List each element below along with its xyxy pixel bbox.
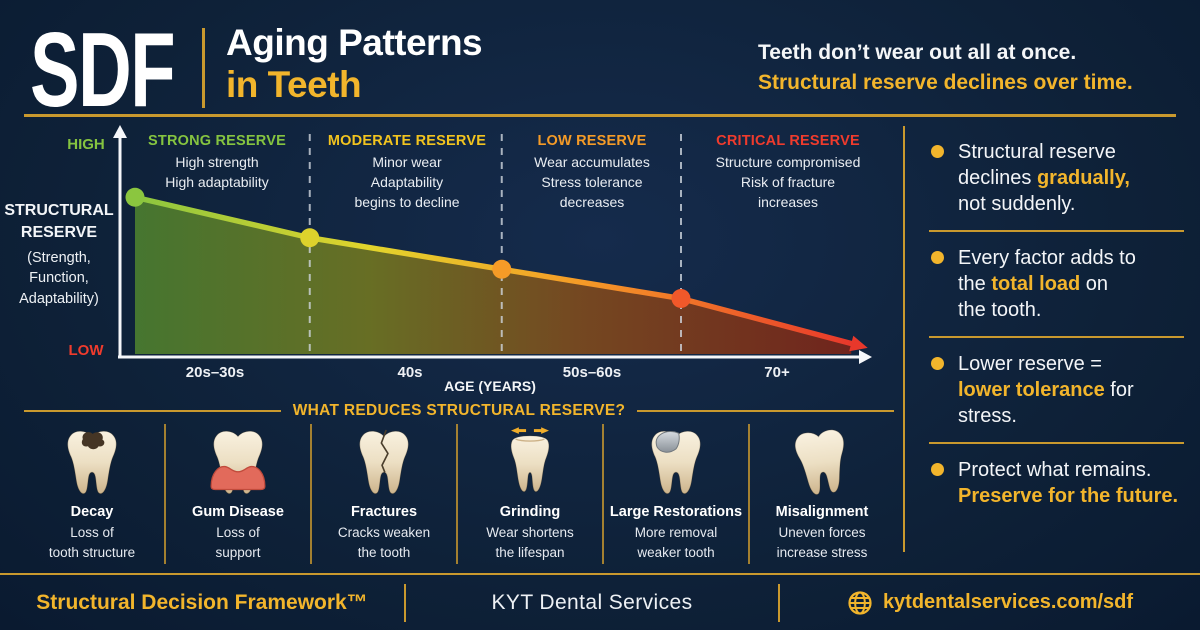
bullet-dot-icon [931,251,944,264]
zone-desc: Wear accumulates Stress tolerance decrea… [534,154,650,210]
factor-decay: Decay Loss of tooth structure [20,424,164,564]
factor-name: Fractures [350,504,418,520]
factor-name: Gum Disease [192,504,284,520]
factor-desc: Cracks weaken the tooth [337,525,431,561]
x-tick-40s: 40s [397,364,423,381]
reserve-chart: STRONG RESERVE High strength High adapta… [0,120,905,400]
zone-critical-reserve: CRITICAL RESERVE Structure compromised R… [690,133,886,213]
footer-divider [778,583,780,622]
zone-desc: Minor wear Adaptability begins to declin… [354,154,460,210]
sidebar-bullet: Protect what remains. Preserve for the f… [929,442,1184,522]
header-rule [24,114,1176,117]
title-line-2: in Teeth [226,63,362,105]
factor-grid: Decay Loss of tooth structure Gum Diseas… [20,424,894,564]
bullet-dot-icon [931,357,944,370]
factor-name: Decay [70,504,114,520]
heading-rule-left [24,410,281,412]
factor-desc: Wear shortens the lifespan [486,525,574,561]
y-axis-note: (Strength, Function, Adaptability) [19,250,99,307]
footer-brand-section: Structural Decision Framework™ [0,591,404,615]
zone-desc: High strength High adaptability [165,154,269,190]
logo-divider [202,28,205,108]
bullet-text: Every factor adds to the total load on t… [958,247,1136,321]
bullet-dot-icon [931,463,944,476]
heading-rule-right [637,410,895,412]
x-axis-title: AGE (YEARS) [444,378,536,394]
restored-tooth-icon [651,430,701,495]
footer-divider [404,583,406,622]
zone-title: CRITICAL RESERVE [716,133,860,149]
zone-moderate-reserve: MODERATE RESERVE Minor wear Adaptability… [312,133,502,213]
bullet-text: Structural reserve declines gradually, n… [958,141,1130,215]
tagline: Teeth don’t wear out all at once. Struct… [758,38,1133,99]
factor-name: Large Restorations [609,504,743,520]
decay-tooth-icon [67,430,117,495]
title-line-1: Aging Patterns [226,22,483,63]
x-tick-70plus: 70+ [764,364,790,381]
factor-large-restorations: Large Restorations More removal weaker t… [602,424,748,564]
factor-name: Misalignment [775,504,869,520]
website-url-link[interactable]: kytdentalservices.com/sdf [882,591,1134,613]
zone-title: MODERATE RESERVE [327,133,487,149]
factors-heading-row: WHAT REDUCES STRUCTURAL RESERVE? [24,400,895,422]
sidebar-bullet: Structural reserve declines gradually, n… [929,126,1184,230]
gum-disease-tooth-icon [210,430,266,495]
cracked-tooth-icon [359,429,409,495]
grinding-tooth-icon [510,427,550,493]
sidebar-bullet: Lower reserve = lower tolerance for stre… [929,336,1184,442]
tagline-line-1: Teeth don’t wear out all at once. [758,41,1077,64]
zone-low-reserve: LOW RESERVE Wear accumulates Stress tole… [497,133,687,213]
factor-desc: More removal weaker tooth [634,525,718,561]
framework-brand: Structural Decision Framework™ [36,590,368,614]
footer-url-section: kytdentalservices.com/sdf [780,590,1200,616]
zone-desc: Structure compromised Risk of fracture i… [715,154,861,210]
y-axis-high-label: HIGH [67,136,105,153]
zone-strong-reserve: STRONG RESERVE High strength High adapta… [122,133,312,193]
zone-title: LOW RESERVE [537,133,647,149]
misaligned-tooth-icon [793,427,851,497]
footer-company-section: KYT Dental Services [406,591,778,615]
footer: Structural Decision Framework™ KYT Denta… [0,573,1200,630]
zone-title: STRONG RESERVE [148,133,286,149]
factor-fractures: Fractures Cracks weaken the tooth [310,424,456,564]
bullet-dot-icon [931,145,944,158]
sidebar-bullet: Every factor adds to the total load on t… [929,230,1184,336]
y-axis-low-label: LOW [68,342,104,359]
y-axis-title: STRUCTURAL RESERVE [4,202,114,241]
globe-icon [848,590,872,615]
reserve-chart-svg [113,125,872,364]
factor-grinding: Grinding Wear shortens the lifespan [456,424,602,564]
factor-name: Grinding [499,504,561,520]
factor-desc: Loss of support [215,525,261,561]
page-title: Aging Patterns in Teeth [226,22,483,106]
grinding-arrows-icon [511,427,549,434]
x-tick-20s-30s: 20s–30s [185,364,245,381]
company-name: KYT Dental Services [491,590,693,614]
key-points-sidebar: Structural reserve declines gradually, n… [903,126,1200,552]
factor-misalignment: Misalignment Uneven forces increase stre… [748,424,894,564]
sidebar-bullet-list: Structural reserve declines gradually, n… [929,126,1184,522]
factor-gum-disease: Gum Disease Loss of support [164,424,310,564]
bullet-text: Lower reserve = lower tolerance for stre… [958,353,1134,427]
sdf-logo: SDF [30,11,176,129]
factor-desc: Loss of tooth structure [48,525,136,561]
tagline-line-2: Structural reserve declines over time. [758,71,1133,95]
x-tick-50s-60s: 50s–60s [562,364,622,381]
factors-heading: WHAT REDUCES STRUCTURAL RESERVE? [292,402,626,419]
factors-section: WHAT REDUCES STRUCTURAL RESERVE? Decay L… [0,400,905,572]
factor-desc: Uneven forces increase stress [776,525,868,561]
bullet-text: Protect what remains. Preserve for the f… [958,459,1179,507]
